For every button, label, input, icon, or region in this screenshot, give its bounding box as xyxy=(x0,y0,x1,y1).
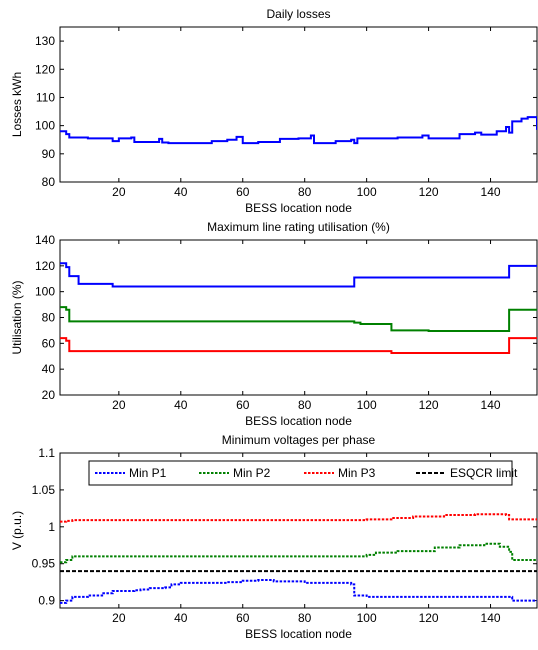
chart1-x-tick-label: 120 xyxy=(419,185,439,199)
chart1-y-tick-label: 130 xyxy=(35,34,55,48)
chart2-y-tick-label: 140 xyxy=(35,233,55,247)
chart2-x-tick-label: 100 xyxy=(357,398,377,412)
chart3-y-tick-label: 1 xyxy=(48,520,55,534)
chart2-x-axis-label: BESS location node xyxy=(245,414,352,428)
chart3-x-tick-label: 120 xyxy=(419,611,439,625)
chart2-series-1-line xyxy=(60,262,537,288)
chart3-x-tick-label: 100 xyxy=(357,611,377,625)
chart3-y-tick-label: 0.9 xyxy=(38,594,55,608)
chart3-x-tick-label: 80 xyxy=(298,611,312,625)
chart3-legend-label-min-p2: Min P2 xyxy=(233,466,271,480)
chart3-x-tick-label: 40 xyxy=(174,611,188,625)
chart2-y-tick-label: 60 xyxy=(42,336,56,350)
chart1-y-tick-label: 90 xyxy=(42,147,56,161)
chart1-y-tick-label: 80 xyxy=(42,175,56,189)
chart1-x-tick-label: 140 xyxy=(481,185,501,199)
chart3-x-axis-label: BESS location node xyxy=(245,627,352,641)
chart1-x-tick-label: 20 xyxy=(112,185,126,199)
chart3-y-tick-label: 0.95 xyxy=(32,557,56,571)
chart1-x-tick-label: 40 xyxy=(174,185,188,199)
chart2-y-axis-label: Utilisation (%) xyxy=(10,280,24,354)
chart2-x-tick-label: 40 xyxy=(174,398,188,412)
chart1-y-tick-label: 110 xyxy=(36,90,55,104)
chart3-title: Minimum voltages per phase xyxy=(222,433,376,447)
chart2-series-2-line xyxy=(60,306,537,333)
chart3-y-tick-label: 1.05 xyxy=(32,483,56,497)
chart1-title: Daily losses xyxy=(266,7,330,21)
chart2-x-tick-label: 60 xyxy=(236,398,250,412)
chart1-series-1-line xyxy=(60,116,537,145)
chart1-y-tick-label: 120 xyxy=(35,62,55,76)
chart1-y-axis-label: Losses kWh xyxy=(10,72,24,137)
chart1-x-tick-label: 80 xyxy=(298,185,312,199)
chart3-legend-label-min-p3: Min P3 xyxy=(338,466,376,480)
chart1-x-tick-label: 100 xyxy=(357,185,377,199)
chart2-y-tick-label: 40 xyxy=(42,362,56,376)
chart2-y-tick-label: 20 xyxy=(42,388,56,402)
chart3-x-tick-label: 60 xyxy=(236,611,250,625)
chart3-y-tick-label: 1.1 xyxy=(38,446,55,460)
chart3-legend-label-esqcr-limit: ESQCR limit xyxy=(450,466,518,480)
chart1-plot-area xyxy=(59,26,538,183)
chart2-y-tick-label: 100 xyxy=(35,285,55,299)
chart3-legend-label-min-p1: Min P1 xyxy=(129,466,167,480)
chart3-x-tick-label: 20 xyxy=(112,611,126,625)
chart2-x-tick-label: 80 xyxy=(298,398,312,412)
chart3-series-min-p2-line xyxy=(60,542,537,564)
chart1-x-tick-label: 60 xyxy=(236,185,250,199)
chart3-x-tick-label: 140 xyxy=(481,611,501,625)
chart2-series-3-line xyxy=(60,337,537,355)
chart3-series-min-p3-line xyxy=(60,513,537,523)
chart2-x-tick-label: 120 xyxy=(419,398,439,412)
chart2-plot-area xyxy=(59,239,538,396)
chart2-x-tick-label: 140 xyxy=(481,398,501,412)
chart1-x-axis-label: BESS location node xyxy=(245,201,352,215)
chart1-y-tick-label: 100 xyxy=(35,119,55,133)
chart2-y-tick-label: 120 xyxy=(35,259,55,273)
chart2-y-tick-label: 80 xyxy=(42,311,56,325)
chart2-x-tick-label: 20 xyxy=(112,398,126,412)
chart3-y-axis-label: V (p.u.) xyxy=(10,511,24,550)
chart2-title: Maximum line rating utilisation (%) xyxy=(207,220,390,234)
chart3-series-min-p1-line xyxy=(60,578,537,604)
